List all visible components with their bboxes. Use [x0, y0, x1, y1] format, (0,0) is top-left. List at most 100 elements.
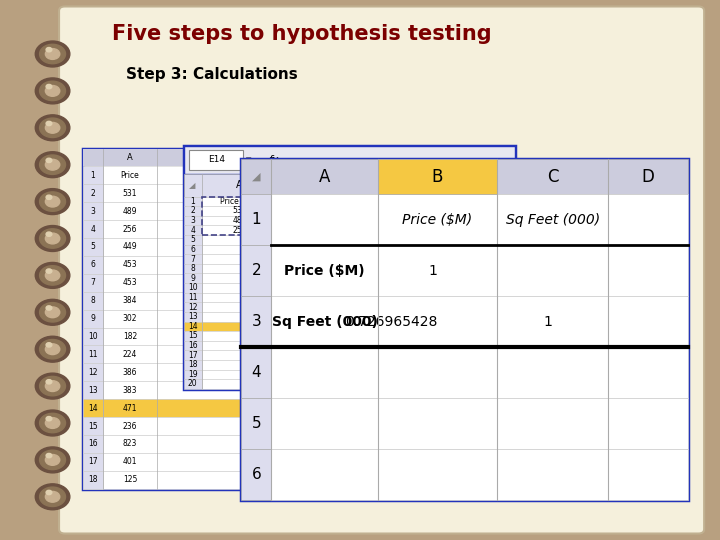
Text: 14: 14 [188, 322, 197, 331]
Text: 18: 18 [88, 475, 98, 484]
Text: 1: 1 [544, 314, 553, 328]
Bar [202, 264, 515, 273]
Bar [83, 435, 248, 453]
Bar [83, 256, 248, 274]
Bar [202, 331, 515, 341]
Text: ◢: ◢ [189, 181, 196, 190]
Bar [83, 309, 248, 328]
Bar [184, 206, 202, 216]
Bar [83, 184, 248, 202]
Text: A: A [236, 180, 243, 190]
Text: 1: 1 [190, 197, 195, 206]
Text: 13: 13 [188, 312, 197, 321]
Bar [202, 293, 515, 302]
Bar [83, 381, 103, 399]
Bar [241, 159, 688, 500]
Bar [83, 148, 248, 489]
Text: 5: 5 [190, 235, 195, 244]
Circle shape [46, 158, 52, 163]
Bar [83, 292, 103, 309]
Text: 182: 182 [123, 332, 137, 341]
Bar [83, 399, 248, 417]
Circle shape [35, 226, 70, 252]
Circle shape [46, 416, 52, 421]
Text: fx: fx [269, 155, 279, 165]
Text: 6.4: 6.4 [309, 206, 321, 215]
Text: 4: 4 [190, 226, 195, 235]
Bar [241, 449, 271, 500]
Text: C: C [547, 168, 558, 186]
Bar [241, 398, 271, 449]
Bar [83, 274, 248, 292]
Circle shape [45, 85, 60, 96]
Text: 15: 15 [88, 422, 98, 430]
Bar [241, 194, 271, 245]
Bar [202, 379, 515, 389]
Circle shape [35, 299, 70, 325]
Circle shape [40, 118, 66, 138]
Text: 4: 4 [251, 365, 261, 380]
Circle shape [45, 159, 60, 170]
Bar [83, 363, 248, 381]
Bar [202, 273, 515, 283]
Bar [184, 360, 202, 369]
Text: 449: 449 [122, 242, 138, 252]
Bar [83, 256, 103, 274]
Text: 17: 17 [188, 350, 197, 360]
Bar [378, 159, 497, 194]
Circle shape [35, 41, 70, 67]
Bar [241, 347, 271, 398]
Bar [184, 174, 515, 197]
Bar [83, 399, 103, 417]
Bar [184, 302, 202, 312]
Text: 6: 6 [190, 245, 195, 254]
Text: 489: 489 [232, 216, 247, 225]
Text: Price: Price [120, 171, 140, 180]
Bar [184, 216, 202, 225]
Circle shape [35, 410, 70, 436]
Text: 16: 16 [88, 440, 98, 448]
Bar [184, 197, 202, 206]
Bar [202, 302, 515, 312]
Bar [184, 341, 202, 350]
Bar [202, 312, 515, 321]
Bar [189, 150, 243, 170]
Text: 2: 2 [91, 189, 95, 198]
Text: 489: 489 [122, 207, 138, 215]
Bar [83, 148, 248, 166]
Text: C: C [431, 180, 437, 190]
Circle shape [40, 229, 66, 248]
Circle shape [35, 373, 70, 399]
Circle shape [45, 270, 60, 281]
Circle shape [40, 192, 66, 211]
Text: 531: 531 [122, 189, 138, 198]
Circle shape [40, 302, 66, 322]
Text: 1: 1 [251, 212, 261, 227]
Bar [83, 453, 248, 471]
Bar [271, 245, 688, 296]
Bar [202, 245, 515, 254]
Text: 5: 5 [251, 416, 261, 431]
Text: B: B [312, 180, 318, 190]
Text: 8: 8 [190, 264, 195, 273]
Bar [184, 146, 515, 174]
Text: E14: E14 [208, 156, 225, 164]
Bar [83, 417, 248, 435]
Bar [241, 296, 271, 347]
Circle shape [40, 487, 66, 507]
Circle shape [45, 381, 60, 392]
Bar [271, 347, 688, 398]
Text: Sq Feet (000): Sq Feet (000) [271, 314, 378, 328]
Text: 10: 10 [88, 332, 98, 341]
Bar [83, 328, 103, 346]
Text: 1: 1 [91, 171, 95, 180]
Bar [83, 292, 248, 309]
Text: A: A [127, 153, 132, 162]
Text: 20: 20 [188, 380, 197, 388]
Bar [83, 417, 103, 435]
Bar [202, 369, 515, 379]
Text: 531: 531 [232, 206, 247, 215]
Text: 11: 11 [88, 350, 98, 359]
Text: Price ($M): Price ($M) [402, 213, 472, 227]
Text: B: B [432, 168, 443, 186]
